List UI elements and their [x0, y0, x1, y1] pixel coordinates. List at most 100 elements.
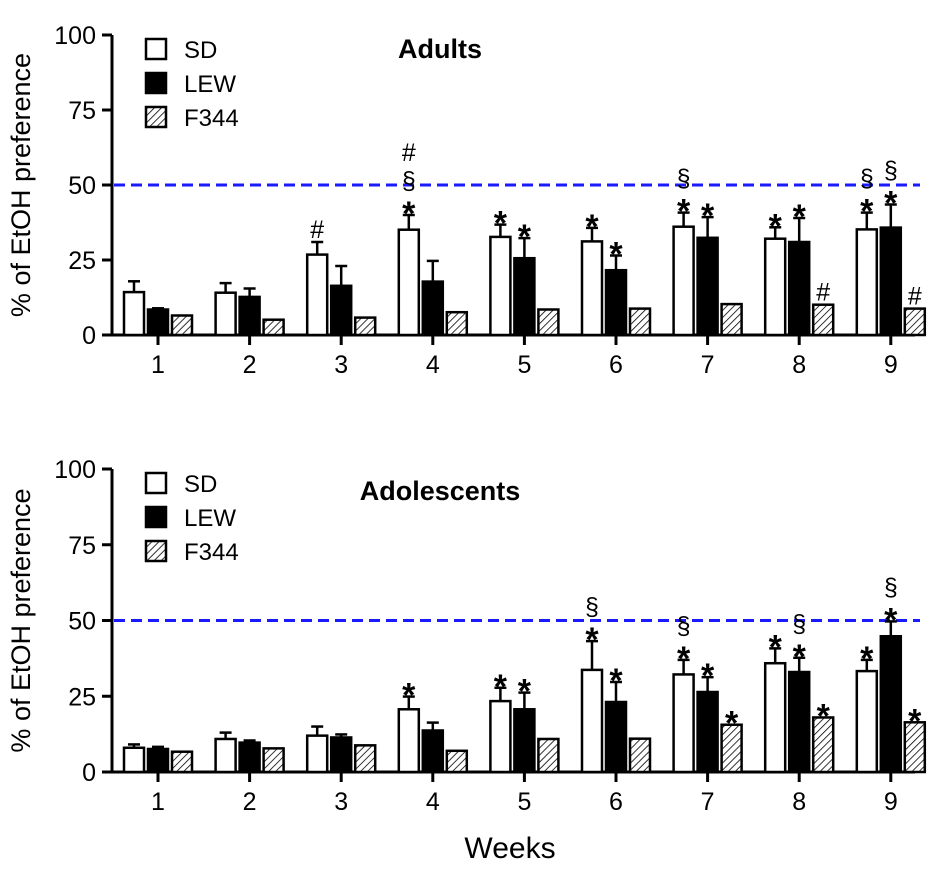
bar-f344-week-2	[262, 747, 285, 774]
x-tick-label: 4	[426, 351, 440, 379]
x-tick-label: 1	[151, 788, 165, 816]
significance-mark: §	[860, 165, 874, 193]
significance-mark: *	[677, 640, 691, 678]
legend-swatch-lew	[144, 505, 168, 529]
significance-mark: *	[609, 236, 623, 274]
significance-mark: #	[310, 216, 324, 244]
bar-f344-week-4	[445, 310, 469, 337]
bar-lew-week-8	[787, 670, 811, 774]
bar-lew-week-7	[696, 690, 719, 774]
chart-title: Adolescents	[360, 476, 521, 506]
x-tick-label: 2	[243, 788, 257, 816]
bar-f344-week-5	[537, 308, 560, 337]
bar-lew-week-5	[513, 708, 536, 774]
significance-mark: #	[402, 139, 416, 167]
legend-swatch-sd	[144, 471, 168, 495]
bar-sd-week-6	[580, 240, 604, 337]
significance-mark: *	[769, 628, 783, 666]
x-tick-label: 4	[426, 788, 440, 816]
bar-lew-week-2	[238, 741, 261, 774]
y-tick-label: 75	[68, 532, 96, 560]
bar-sd-week-7	[672, 673, 695, 774]
significance-mark: *	[585, 621, 599, 659]
significance-mark: *	[585, 208, 599, 246]
significance-mark: *	[518, 218, 532, 256]
bar-f344-week-3	[353, 316, 377, 337]
bar-f344-week-4	[445, 749, 469, 774]
significance-mark: *	[402, 195, 416, 233]
significance-mark: *	[518, 673, 532, 711]
bar-sd-week-5	[489, 235, 512, 337]
bar-lew-week-7	[696, 236, 719, 337]
significance-mark: *	[884, 601, 898, 639]
bar-f344-week-8	[811, 303, 835, 337]
legend-label-lew: LEW	[184, 505, 236, 532]
significance-mark: §	[677, 612, 691, 640]
bar-lew-week-1	[146, 308, 170, 337]
significance-mark: *	[884, 185, 898, 223]
bar-f344-week-8	[811, 716, 835, 774]
bar-lew-week-4	[421, 729, 445, 774]
y-tick-label: 25	[68, 247, 96, 275]
significance-mark: *	[402, 677, 416, 715]
bar-f344-week-3	[353, 744, 377, 774]
bar-sd-week-9	[855, 228, 879, 337]
x-tick-label: 9	[884, 351, 898, 379]
bar-sd-week-8	[763, 661, 787, 774]
significance-mark: #	[908, 283, 922, 311]
significance-mark: *	[677, 193, 691, 231]
bar-sd-week-3	[305, 734, 329, 774]
y-tick-label: 100	[54, 456, 96, 484]
y-axis-label: % of EtOH preference	[6, 488, 36, 752]
y-tick-label: 100	[54, 22, 96, 50]
significance-mark: *	[908, 702, 922, 740]
significance-mark: *	[701, 197, 715, 235]
y-tick-label: 0	[82, 322, 96, 350]
x-tick-label: 9	[884, 788, 898, 816]
significance-mark: §	[402, 167, 416, 195]
x-axis-label: Weeks	[464, 832, 555, 865]
legend-swatch-f344	[144, 539, 168, 563]
legend-label-sd: SD	[184, 471, 217, 498]
bar-f344-week-1	[170, 314, 194, 337]
x-tick-label: 2	[243, 351, 257, 379]
bar-lew-week-3	[329, 284, 353, 337]
legend-swatch-f344	[144, 105, 168, 129]
legend-swatch-sd	[144, 37, 168, 61]
chart-title: Adults	[398, 34, 482, 64]
bar-sd-week-8	[763, 237, 787, 337]
bar-lew-week-9	[879, 635, 903, 774]
significance-mark: *	[793, 198, 807, 236]
x-tick-label: 6	[609, 788, 623, 816]
x-tick-label: 7	[701, 351, 715, 379]
legend-label-lew: LEW	[184, 71, 236, 98]
bar-lew-week-5	[513, 256, 536, 337]
bar-sd-week-4	[397, 228, 421, 337]
bar-lew-week-3	[329, 736, 353, 774]
significance-mark: *	[817, 697, 831, 735]
significance-mark: *	[860, 640, 874, 678]
y-tick-label: 0	[82, 759, 96, 787]
x-tick-label: 5	[517, 788, 531, 816]
x-tick-label: 3	[334, 788, 348, 816]
bar-sd-week-2	[214, 291, 237, 337]
bar-sd-week-4	[397, 708, 421, 774]
significance-mark: *	[494, 205, 508, 243]
x-tick-label: 5	[517, 351, 531, 379]
bar-lew-week-4	[421, 280, 445, 337]
bar-lew-week-6	[604, 700, 628, 774]
x-tick-label: 8	[792, 351, 806, 379]
y-tick-label: 50	[68, 608, 96, 636]
bar-f344-week-1	[170, 750, 194, 774]
legend-swatch-lew	[144, 71, 168, 95]
bar-lew-week-2	[238, 295, 261, 337]
y-tick-label: 50	[68, 172, 96, 200]
y-tick-label: 75	[68, 97, 96, 125]
bar-sd-week-5	[489, 699, 512, 774]
significance-mark: §	[884, 157, 898, 185]
x-tick-label: 3	[334, 351, 348, 379]
y-axis-label: % of EtOH preference	[6, 53, 36, 317]
